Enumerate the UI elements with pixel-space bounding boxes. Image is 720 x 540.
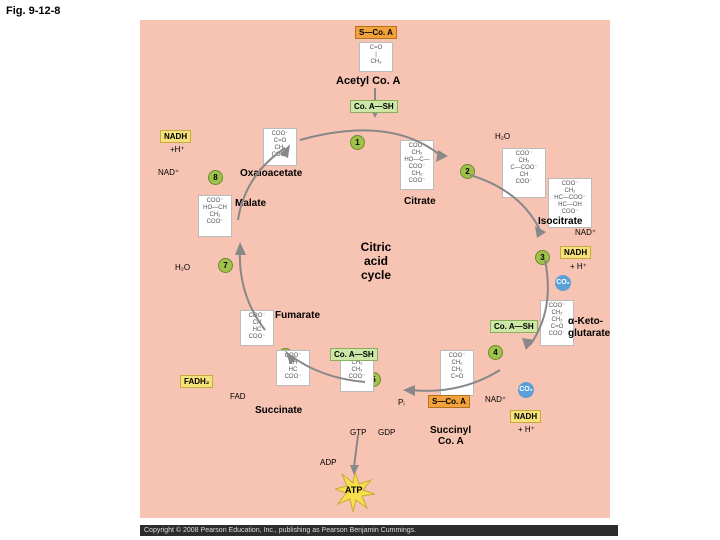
atp-label: ATP [345,485,362,495]
nad-right: NAD⁺ [575,228,596,237]
s-coa-top-box: S—Co. A [355,26,397,39]
copyright-bar: Copyright © 2008 Pearson Education, Inc.… [140,525,618,536]
mol-acetyl: C=O|CH₃ [359,42,393,72]
h-right: + H⁺ [570,262,587,271]
akg-label-b: glutarate [568,328,610,339]
figure-label: Fig. 9-12-8 [6,5,60,17]
diagram-panel: S—Co. A C=O|CH₃ Acetyl Co. A Co. A—SH CO… [140,20,610,518]
akg-label-a: α-Keto- [568,316,603,327]
succinyl-label-2: Co. A [438,436,464,447]
succinyl-label-1: Succinyl [430,425,471,436]
adp-label: ADP [320,458,336,467]
h-left: +H⁺ [170,145,185,154]
h-bottom: + H⁺ [518,425,535,434]
nadh-left-box: NADH [160,130,191,143]
nad-left: NAD⁺ [158,168,179,177]
gdp-label: GDP [378,428,395,437]
h2o-left: H₂O [175,263,190,272]
acetyl-coa-label: Acetyl Co. A [336,75,400,87]
coash-top-box: Co. A—SH [350,100,398,113]
